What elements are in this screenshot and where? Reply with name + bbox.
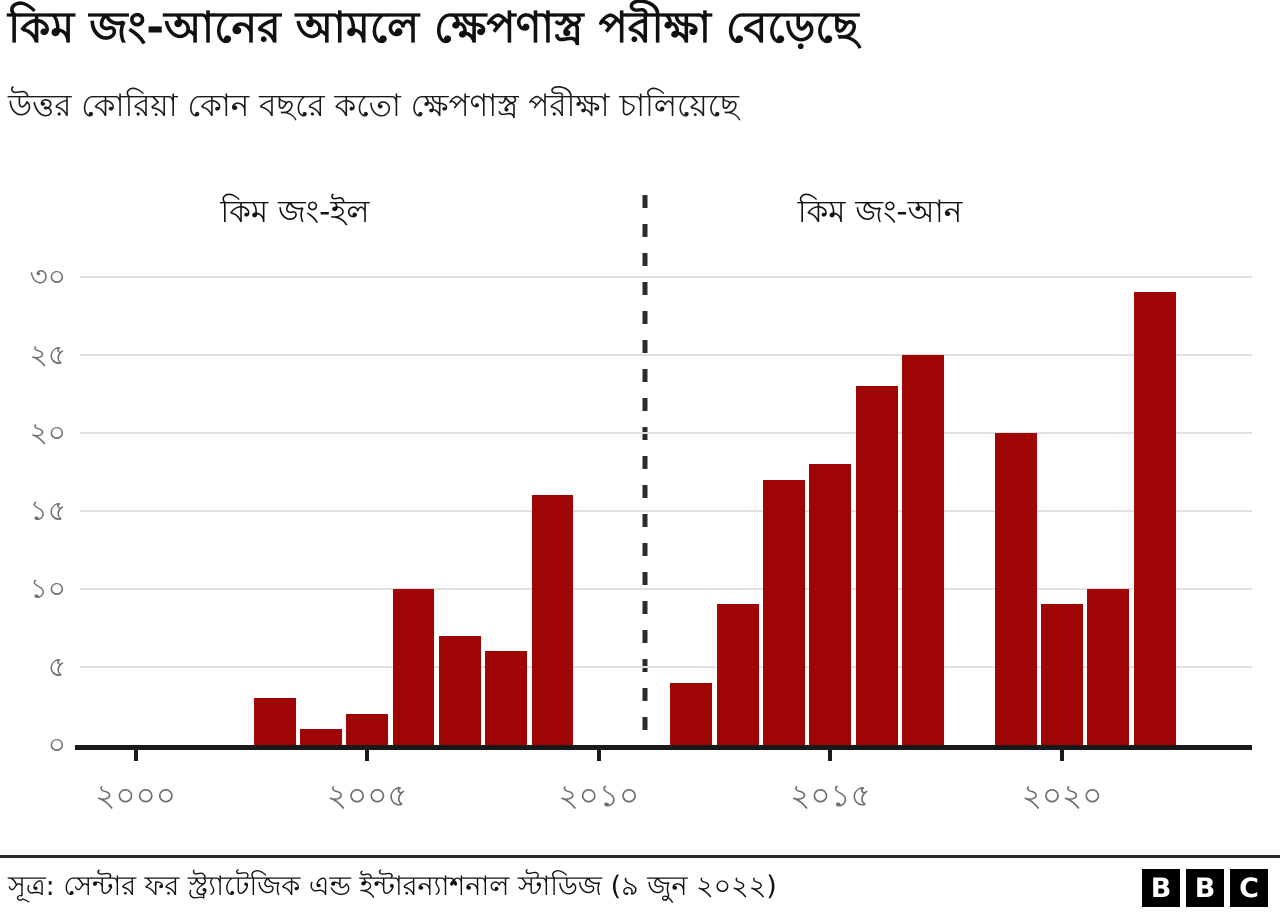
bar-2014 — [763, 479, 806, 745]
bar-2012 — [670, 682, 713, 745]
y-axis-tick-label: ২০ — [29, 415, 66, 449]
x-axis-tick-label: ২০০৫ — [326, 778, 408, 814]
bbc-logo-letter: B — [1142, 869, 1180, 907]
bar-2009 — [531, 495, 574, 745]
section-label-kim-jong-il: কিম জং-ইল — [220, 194, 370, 230]
bar-2008 — [485, 651, 528, 745]
bbc-logo-letter: B — [1186, 869, 1224, 907]
x-axis-tick-mark — [1060, 745, 1065, 761]
x-axis-tick-label: ২০১৫ — [790, 778, 871, 814]
footer-divider — [0, 855, 1280, 858]
era-divider-dashed-line — [642, 195, 648, 745]
bar-2022 — [1133, 292, 1176, 745]
x-axis-tick-mark — [365, 745, 370, 761]
bar-2020 — [1041, 604, 1084, 745]
bbc-logo: B B C — [1142, 869, 1268, 907]
bar-2006 — [392, 588, 435, 745]
bar-2013 — [716, 604, 759, 745]
bar-2004 — [299, 729, 342, 745]
x-axis-tick-mark — [133, 745, 138, 761]
y-axis-tick-label: ২৫ — [29, 337, 66, 371]
x-axis-tick-mark — [596, 745, 601, 761]
gridline-10 — [80, 587, 1252, 590]
bbc-logo-letter: C — [1230, 869, 1268, 907]
gridline-20 — [80, 431, 1252, 434]
y-axis-tick-label: ১৫ — [29, 493, 66, 527]
gridline-15 — [80, 509, 1252, 512]
y-axis-tick-label: ১০ — [29, 571, 66, 605]
bar-2005 — [346, 713, 389, 745]
gridline-25 — [80, 353, 1252, 356]
bar-2021 — [1087, 588, 1130, 745]
y-axis-tick-label: ০ — [47, 728, 66, 761]
bar-2007 — [438, 635, 481, 745]
bar-2019 — [994, 432, 1037, 745]
x-axis-tick-label: ২০০০ — [95, 778, 176, 814]
x-axis-baseline — [75, 745, 1252, 750]
gridline-30 — [80, 275, 1252, 278]
x-axis-tick-label: ২০২০ — [1021, 778, 1103, 814]
chart-title: কিম জং-আনের আমলে ক্ষেপণাস্ত্র পরীক্ষা বে… — [8, 3, 859, 53]
chart-subtitle: উত্তর কোরিয়া কোন বছরে কতো ক্ষেপণাস্ত্র … — [8, 88, 739, 124]
section-label-kim-jong-un: কিম জং-আন — [797, 194, 963, 230]
bar-2017 — [902, 354, 945, 745]
gridline-5 — [80, 665, 1252, 668]
source-text: সূত্র: সেন্টার ফর স্ট্র্যাটেজিক এন্ড ইন্… — [8, 871, 777, 902]
bar-2016 — [855, 385, 898, 745]
plot-area: কিম জং-ইল কিম জং-আন ০ ৫ ১০ ১৫ ২০ ২৫ ৩০ ২০০০ ২০০৫… — [30, 194, 1252, 812]
x-axis-tick-mark — [828, 745, 833, 761]
x-axis-tick-label: ২০১০ — [558, 778, 640, 814]
bar-2015 — [809, 463, 852, 745]
y-axis-tick-label: ৫ — [47, 649, 66, 683]
y-axis-tick-label: ৩০ — [29, 259, 66, 293]
bar-2003 — [253, 698, 296, 745]
